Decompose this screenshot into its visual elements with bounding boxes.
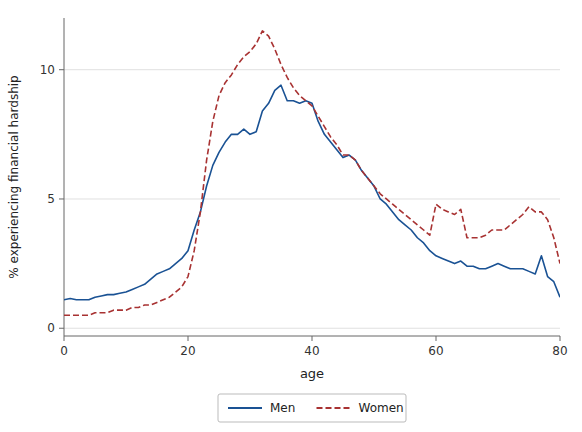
series-line (64, 85, 560, 300)
y-tick (59, 69, 64, 70)
grid-line (64, 328, 560, 329)
y-tick-label: 5 (47, 192, 55, 206)
x-tick (312, 336, 313, 341)
x-tick-label: 0 (60, 344, 68, 358)
legend-label: Men (270, 401, 295, 415)
series-line (64, 31, 560, 315)
axes: 0 20 40 60 80 0 5 10 (40, 18, 568, 358)
y-tick (59, 328, 64, 329)
y-tick-label: 10 (40, 63, 55, 77)
chart: 0 20 40 60 80 0 5 10 age % experiencing financial… (0, 0, 582, 432)
x-tick (436, 336, 437, 341)
x-axis-label: age (300, 366, 324, 381)
legend: Men Women (218, 394, 406, 422)
grid-line (64, 69, 560, 70)
x-tick (560, 336, 561, 341)
grid (64, 70, 560, 329)
legend-label: Women (359, 401, 404, 415)
x-tick-label: 60 (428, 344, 443, 358)
x-tick (188, 336, 189, 341)
x-tick-label: 80 (552, 344, 567, 358)
chart-container: 0 20 40 60 80 0 5 10 age % experiencing financial… (0, 0, 582, 432)
x-tick (64, 336, 65, 341)
legend-swatch (228, 407, 262, 409)
y-axis-line (64, 18, 65, 336)
y-tick-label: 0 (47, 321, 55, 335)
grid-line (64, 198, 560, 199)
x-tick-label: 20 (180, 344, 195, 358)
background (0, 0, 582, 432)
x-tick-label: 40 (304, 344, 319, 358)
y-tick (59, 198, 64, 199)
legend-swatch (317, 407, 351, 409)
lines (64, 31, 560, 315)
y-axis-label: % experiencing financial hardship (7, 75, 21, 278)
legend-box (218, 394, 406, 422)
